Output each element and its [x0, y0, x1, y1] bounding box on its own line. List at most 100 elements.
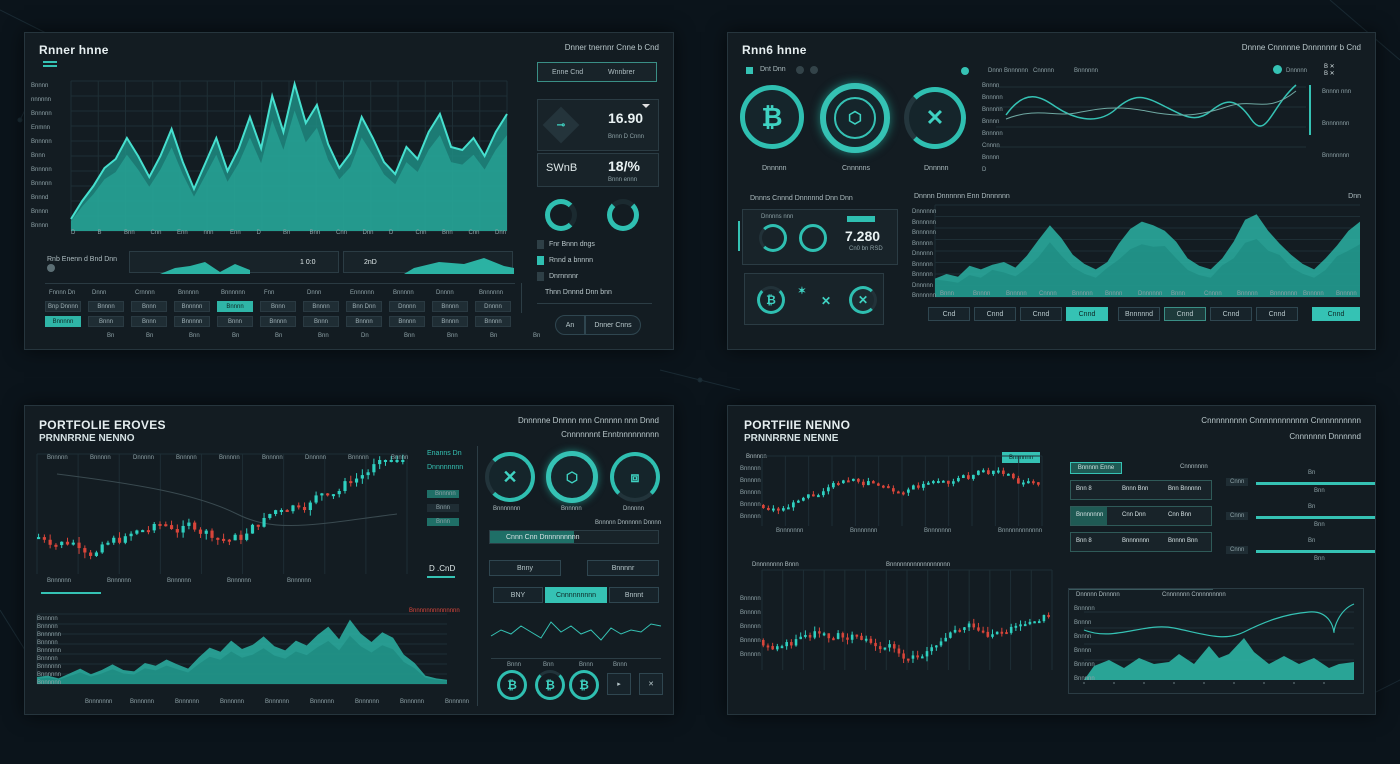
x-tick: Bnnnnnn — [400, 699, 425, 705]
table-cell[interactable]: Bnnn — [131, 301, 167, 312]
action-button-short[interactable]: An — [555, 315, 585, 335]
buy-tab[interactable]: BNY — [493, 587, 543, 603]
candle-body — [198, 529, 203, 534]
table-cell[interactable]: Bnnnn — [303, 301, 339, 312]
chart-tab[interactable]: Bnnnnnn — [1002, 452, 1040, 463]
table-cell[interactable]: Bnnn — [217, 316, 253, 327]
menu-icon[interactable] — [43, 61, 57, 67]
x-tick: Dnn — [362, 230, 374, 236]
candle-body — [326, 493, 330, 496]
candle-body — [112, 537, 116, 543]
table-cell[interactable]: Bnnnn — [88, 301, 124, 312]
range-button[interactable]: Cnnd — [1256, 307, 1298, 321]
y-tick: Bnnnnn — [37, 640, 58, 646]
candle-body — [1019, 624, 1022, 627]
trend-line — [56, 473, 398, 526]
strip-label: Rnb Enenn d Bnd Dnn — [47, 256, 118, 263]
table-cell-text: Dn — [361, 333, 369, 339]
table-cell-text: Bn — [490, 333, 498, 339]
table-cell-text: Bnn — [318, 333, 329, 339]
candle-body — [766, 645, 770, 648]
table-cell[interactable]: Bnnnnn — [174, 301, 210, 312]
range-button[interactable]: Cnd — [928, 307, 970, 321]
chart-label: Dnnnnnnnn Bnnn — [752, 562, 799, 568]
sell-tab[interactable]: Bnnnt — [609, 587, 659, 603]
round-button-1[interactable] — [497, 670, 527, 700]
table-tab[interactable]: Bnnnnn Enne — [1070, 462, 1122, 474]
candle-body — [767, 507, 770, 510]
table-cell[interactable]: Dnnnn — [475, 301, 511, 312]
tab-2[interactable]: Wnnbrer — [608, 69, 635, 76]
table-cell[interactable]: Bnnnn — [217, 301, 253, 312]
range-button[interactable]: Cnnd — [1210, 307, 1252, 321]
table-cell[interactable]: Bnnnn — [475, 316, 511, 327]
candle-body — [279, 510, 283, 513]
candlestick-chart-1 — [761, 455, 1043, 526]
y-tick: Bnnnnn — [1074, 676, 1095, 682]
x-tick: Bnnnnn — [1303, 291, 1324, 297]
candle-body — [89, 552, 93, 556]
table-cell[interactable]: Bnnnn — [346, 316, 382, 327]
active-tab[interactable]: Cnnnnnnnnn — [545, 587, 607, 603]
range-button[interactable]: Cnnd — [1066, 307, 1108, 321]
x-tick: Bnnnnn — [1237, 291, 1258, 297]
candle-body — [60, 541, 64, 546]
candle-body — [274, 510, 278, 515]
candle-body — [967, 475, 970, 479]
table-cell[interactable]: Bnp Dnnnn — [45, 301, 81, 312]
y-tick: Bnnnnn — [37, 656, 58, 662]
mini-ring — [757, 286, 785, 314]
side-legend-item: Bnnn — [427, 518, 459, 526]
hex-icon: ⬡ — [848, 110, 862, 127]
table-cell[interactable]: Bnnn — [260, 301, 296, 312]
y-tick: Bnnnnn — [740, 596, 761, 602]
candle-body — [912, 485, 915, 490]
sell-button[interactable]: Bnnnnr — [587, 560, 659, 576]
column-label: Bnnnnn — [262, 455, 283, 461]
candle-body — [94, 552, 98, 556]
candle-body — [921, 656, 924, 659]
round-button-2[interactable] — [535, 670, 565, 700]
cross-icon: ✕ — [820, 294, 832, 308]
legend-swatch — [537, 272, 544, 281]
table-cell[interactable]: Bnnn — [303, 316, 339, 327]
asset-row[interactable] — [1070, 480, 1212, 500]
range-button[interactable]: Bnnnnnd — [1118, 307, 1160, 321]
action-button[interactable]: Dnner Cnns — [585, 315, 641, 335]
range-button[interactable]: Cnnd — [974, 307, 1016, 321]
table-cell[interactable]: Bnn Dnn — [346, 301, 382, 312]
range-button[interactable]: Cnnd — [1312, 307, 1360, 321]
hex-icon: ⬡ — [565, 468, 579, 485]
candle-body — [852, 478, 855, 481]
candle-body — [71, 542, 75, 545]
table-cell[interactable]: Bnnnn — [432, 316, 468, 327]
table-cell[interactable]: Bnnnn — [260, 316, 296, 327]
square-button-1[interactable]: ▸ — [607, 673, 631, 695]
buy-button[interactable]: Bnny — [489, 560, 561, 576]
table-cell[interactable]: Bnnnn — [432, 301, 468, 312]
square-button-2[interactable]: ✕ — [639, 673, 663, 695]
legend-label: Dnnn Bnnnnnn — [988, 68, 1029, 74]
x-tick: Bnnnnnnn — [1270, 291, 1298, 297]
table-cell-text: Bnn — [189, 333, 200, 339]
x-tick: Bnnnnn — [1072, 291, 1093, 297]
candle-body — [842, 480, 845, 484]
range-button[interactable]: Cnnd — [1020, 307, 1062, 321]
scroll-indicator[interactable] — [41, 592, 101, 594]
table-cell[interactable]: Bnnn — [88, 316, 124, 327]
table-cell[interactable]: Dnnnn — [389, 301, 425, 312]
table-cell[interactable]: Bnnnn — [389, 316, 425, 327]
candle-body — [992, 470, 995, 475]
range-button[interactable]: Cnnd — [1164, 307, 1206, 321]
asset-row[interactable] — [1070, 532, 1212, 552]
asset-row[interactable] — [1070, 506, 1212, 526]
candle-body — [862, 481, 865, 486]
tab-1[interactable]: Enne Cnd — [552, 69, 584, 76]
table-cell[interactable]: Bnnn — [131, 316, 167, 327]
table-cell[interactable]: Bnnnnn — [174, 316, 210, 327]
table-cell[interactable]: Bnnnnn — [45, 316, 81, 327]
candle-body — [972, 474, 975, 479]
status-dot — [810, 66, 818, 74]
round-button-3[interactable] — [569, 670, 599, 700]
donut-gauge-1 — [545, 199, 577, 231]
